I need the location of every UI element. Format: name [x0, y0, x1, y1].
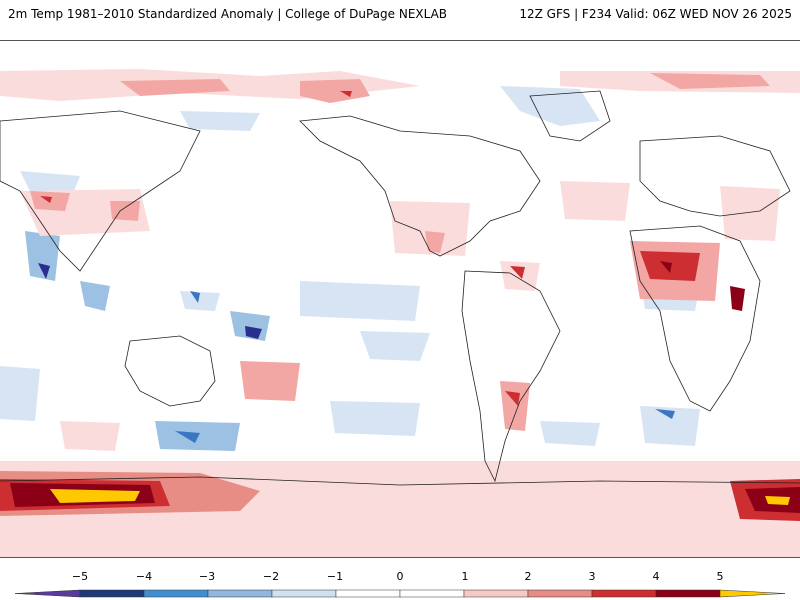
arctic-warm-anomalies — [0, 69, 800, 103]
anomaly-map — [0, 40, 800, 558]
tick-label: −4 — [135, 570, 153, 583]
map-title: 2m Temp 1981–2010 Standardized Anomaly |… — [8, 7, 448, 21]
warm-anomalies — [20, 181, 780, 451]
antarctic-anomalies — [0, 461, 800, 557]
colorbar-segment — [655, 589, 721, 598]
colorbar-segment — [14, 589, 81, 598]
tick-label: 5 — [716, 570, 724, 583]
tick-label: 1 — [461, 570, 469, 583]
colorbar-segment — [207, 589, 273, 598]
map-svg — [0, 69, 800, 557]
header: 2m Temp 1981–2010 Standardized Anomaly |… — [0, 0, 800, 30]
colorbar-segments — [14, 589, 786, 598]
tick-label: 3 — [588, 570, 596, 583]
colorbar-segment — [399, 589, 465, 598]
colorbar-segment — [143, 589, 209, 598]
coastlines — [0, 90, 800, 486]
colorbar-segment — [463, 589, 529, 598]
colorbar-segment — [719, 589, 786, 598]
colorbar-segment — [527, 589, 593, 598]
colorbar-segment — [591, 589, 657, 598]
model-run-label: 12Z GFS | F234 Valid: 06Z WED NOV 26 202… — [519, 7, 792, 21]
colorbar: −5 −4 −3 −2 −1 0 1 2 3 4 5 — [0, 570, 800, 600]
colorbar-segment — [79, 589, 145, 598]
colorbar-segment — [271, 589, 337, 598]
tick-label: 2 — [524, 570, 532, 583]
cold-anomalies — [0, 86, 700, 451]
colorbar-segment — [335, 589, 401, 598]
colorbar-svg — [14, 589, 786, 598]
tick-label: −5 — [71, 570, 89, 583]
tick-label: −2 — [262, 570, 280, 583]
tick-label: −1 — [326, 570, 344, 583]
tick-label: 4 — [652, 570, 660, 583]
tick-label: 0 — [396, 570, 404, 583]
tick-label: −3 — [198, 570, 216, 583]
